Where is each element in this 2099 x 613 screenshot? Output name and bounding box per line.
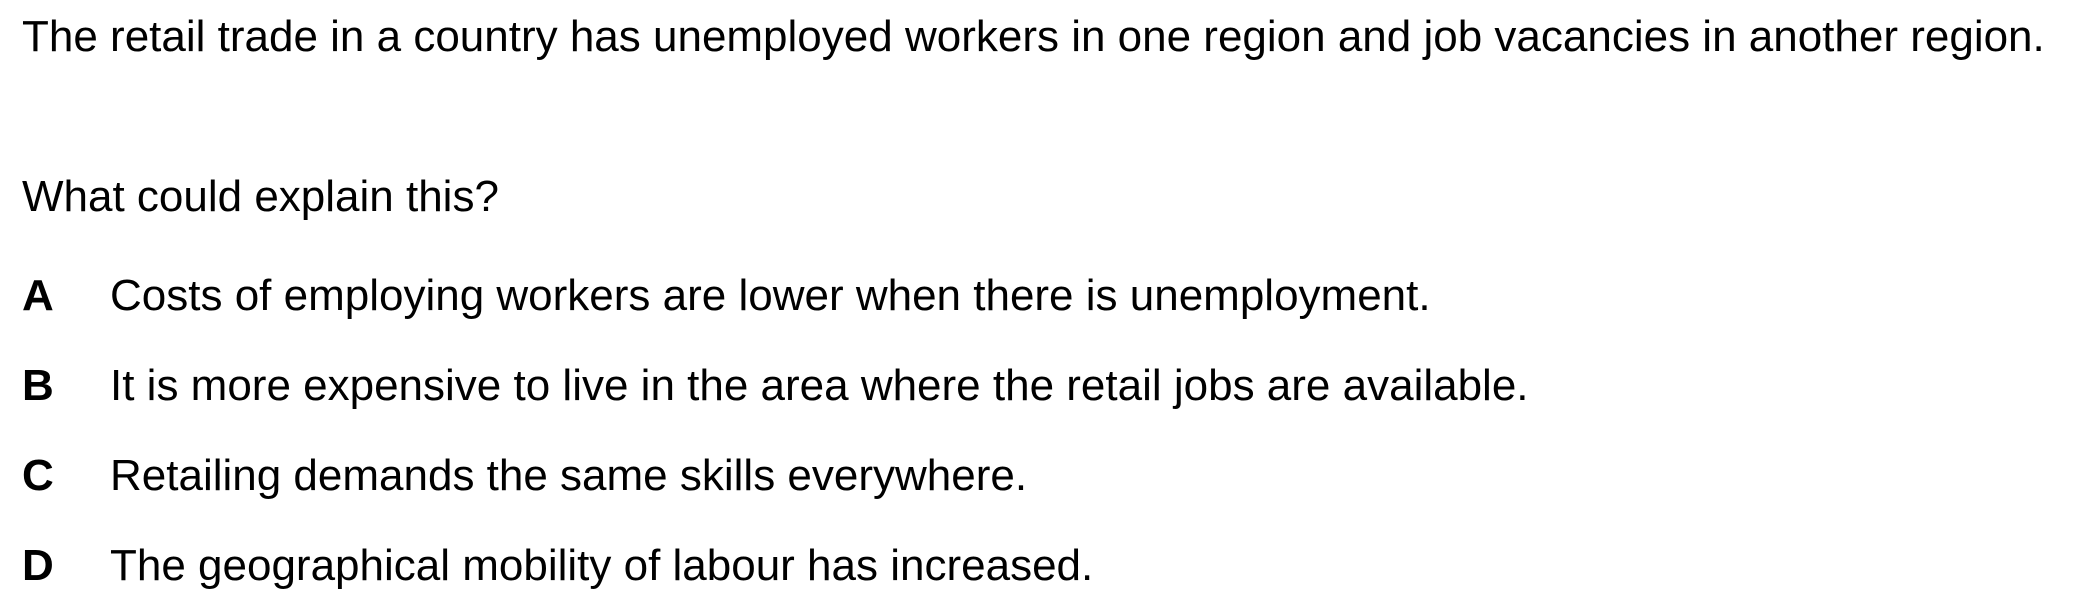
- question-stem: The retail trade in a country has unempl…: [22, 12, 2045, 61]
- option-letter: B: [22, 361, 54, 410]
- option-letter: A: [22, 271, 54, 320]
- option-letter: D: [22, 541, 54, 590]
- option-letter: C: [22, 451, 54, 500]
- option-text: Costs of employing workers are lower whe…: [110, 271, 1431, 320]
- option-text: Retailing demands the same skills everyw…: [110, 451, 1028, 500]
- option-text: It is more expensive to live in the area…: [110, 361, 1529, 410]
- option-text: The geographical mobility of labour has …: [110, 541, 1094, 590]
- question-prompt: What could explain this?: [22, 172, 499, 221]
